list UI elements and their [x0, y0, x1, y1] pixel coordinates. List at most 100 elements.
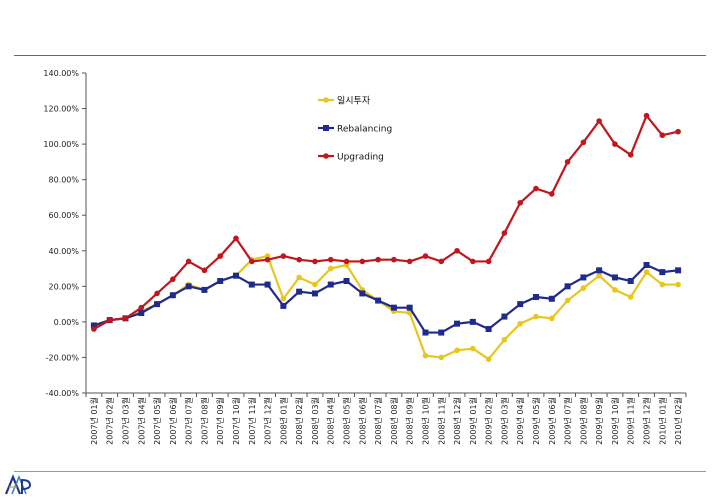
data-point	[201, 267, 208, 274]
bottom-rule	[14, 471, 706, 472]
x-tick-label: 2007년 05월	[152, 397, 162, 445]
data-point	[659, 269, 666, 276]
legend-item: Upgrading	[318, 153, 384, 163]
data-point	[264, 281, 271, 288]
legend-marker	[323, 153, 329, 159]
data-point	[406, 258, 413, 265]
data-point	[627, 151, 634, 158]
x-tick-label: 2010년 01월	[657, 397, 667, 445]
data-point	[564, 297, 571, 304]
legend-marker	[323, 97, 329, 103]
data-point	[422, 352, 429, 359]
data-point	[201, 286, 208, 293]
data-point	[248, 258, 255, 265]
y-tick-label: 100.00%	[43, 140, 79, 149]
x-tick-label: 2009년 02월	[484, 397, 494, 445]
company-logo-icon	[4, 474, 32, 495]
data-point	[612, 141, 618, 147]
data-point	[327, 256, 334, 263]
data-point	[438, 258, 445, 265]
data-point	[564, 159, 571, 165]
data-point	[485, 258, 492, 265]
y-tick-label: 140.00%	[43, 69, 79, 78]
data-point	[548, 315, 555, 322]
data-point	[138, 310, 145, 316]
data-point	[296, 288, 303, 295]
x-tick-label: 2008년 08월	[389, 397, 399, 445]
data-point	[564, 283, 571, 290]
data-point	[343, 278, 350, 284]
x-tick-label: 2008년 10월	[420, 397, 430, 445]
x-tick-label: 2009년 03월	[499, 397, 509, 445]
y-tick-label: 0.00%	[54, 318, 80, 327]
x-tick-label: 2009년 07월	[563, 397, 573, 445]
series-2	[90, 262, 682, 336]
data-point	[627, 278, 634, 284]
data-point	[643, 269, 650, 275]
y-tick-label: 120.00%	[43, 105, 79, 114]
series-layer	[90, 112, 682, 363]
series-1	[91, 253, 681, 363]
data-point	[422, 329, 429, 336]
data-point	[469, 318, 476, 325]
x-tick-label: 2009년 01월	[468, 397, 478, 445]
data-point	[90, 322, 97, 329]
data-point	[233, 235, 239, 242]
data-point	[548, 191, 555, 197]
y-tick-label: -20.00%	[46, 353, 80, 362]
data-point	[580, 285, 587, 291]
data-point	[580, 274, 587, 281]
data-point	[533, 313, 539, 320]
x-tick-label: 2009년 09월	[594, 397, 604, 445]
data-point	[391, 256, 397, 263]
data-point	[643, 262, 650, 268]
data-point	[138, 304, 145, 311]
data-point	[375, 297, 382, 304]
data-point	[406, 304, 413, 311]
x-tick-label: 2008년 01월	[278, 397, 288, 445]
data-point	[454, 347, 460, 354]
x-tick-label: 2007년 10월	[231, 397, 241, 445]
x-tick-label: 2008년 03월	[310, 397, 320, 445]
data-point	[217, 253, 224, 259]
data-point	[533, 185, 539, 192]
top-rule	[14, 55, 706, 56]
data-point	[296, 256, 302, 263]
data-point	[91, 326, 97, 332]
x-tick-label: 2009년 10월	[610, 397, 620, 445]
data-point	[454, 247, 460, 254]
data-point	[390, 304, 397, 311]
data-point	[154, 290, 160, 297]
data-point	[327, 265, 334, 272]
data-point	[375, 256, 381, 263]
data-point	[217, 278, 224, 284]
data-point	[438, 329, 445, 336]
legend-item: Rebalancing	[318, 125, 392, 135]
data-point	[533, 294, 539, 300]
y-tick-label: 40.00%	[48, 247, 79, 256]
x-tick-label: 2008년 06월	[357, 397, 367, 445]
data-point	[580, 139, 587, 146]
data-point	[185, 258, 192, 265]
data-point	[359, 258, 366, 265]
y-tick-label: -40.00%	[46, 389, 80, 398]
data-point	[470, 258, 476, 265]
x-tick-label: 2007년 04월	[136, 397, 146, 445]
data-point	[359, 290, 366, 297]
data-point	[485, 356, 492, 363]
data-point	[106, 317, 113, 323]
data-point	[501, 336, 508, 343]
data-point	[517, 320, 524, 327]
x-tick-label: 2009년 12월	[642, 397, 652, 445]
data-point	[248, 281, 255, 288]
series-line	[93, 255, 679, 361]
data-point	[596, 272, 602, 279]
series-3	[91, 112, 681, 332]
legend-label: Rebalancing	[337, 125, 392, 135]
series-line	[93, 263, 679, 334]
x-tick-label: 2009년 05월	[531, 397, 541, 445]
data-point	[154, 301, 161, 308]
data-point	[501, 313, 508, 320]
data-point	[327, 281, 334, 288]
